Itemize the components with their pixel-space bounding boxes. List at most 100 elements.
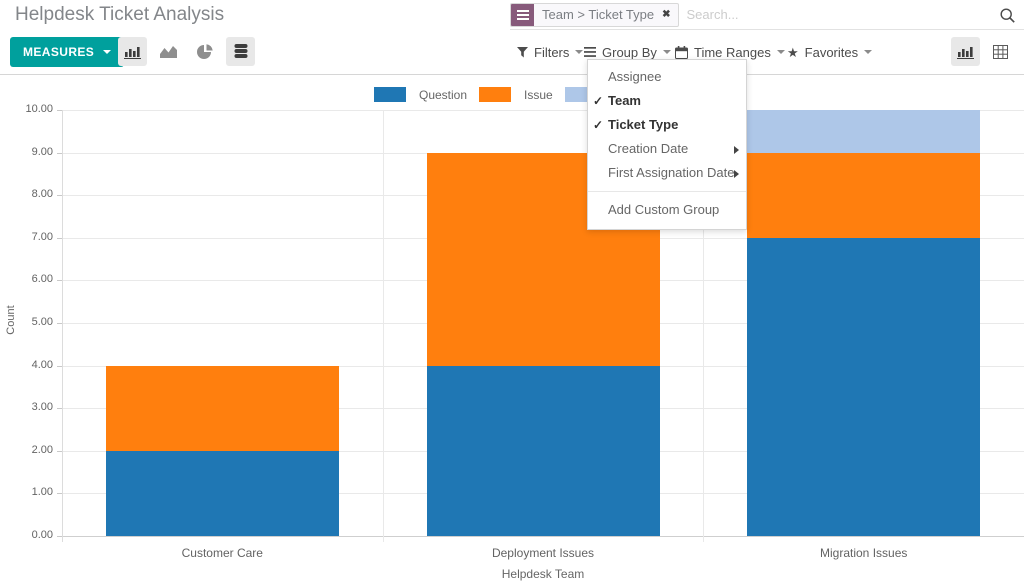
y-tick-mark — [57, 365, 62, 367]
menu-divider — [588, 191, 746, 192]
y-tick-label: 1.00 — [31, 486, 53, 499]
legend-swatch — [374, 87, 406, 102]
search-input[interactable] — [678, 7, 1024, 22]
chevron-down-icon — [864, 50, 873, 54]
chevron-down-icon — [103, 50, 112, 54]
y-tick-label: 0.00 — [31, 529, 53, 541]
y-tick-label: 5.00 — [31, 316, 53, 328]
pie-chart-icon — [196, 43, 213, 59]
filter-icon — [517, 46, 528, 57]
x-tick-label: Migration Issues — [820, 546, 908, 560]
y-tick-label: 6.00 — [31, 273, 53, 286]
facet-remove-icon[interactable]: ✖ — [662, 8, 671, 20]
bar-chart-button[interactable] — [118, 37, 147, 66]
graph-view-icon — [957, 46, 974, 59]
menu-item-assignee[interactable]: Assignee — [608, 69, 662, 84]
y-tick-label: 7.00 — [31, 230, 53, 243]
y-tick-label: 8.00 — [31, 188, 53, 201]
timeranges-label: Time Ranges — [694, 44, 771, 60]
chevron-down-icon — [662, 50, 671, 54]
menu-item-add-custom-group[interactable]: Add Custom Group — [608, 202, 720, 217]
pivot-grid-icon — [993, 44, 1008, 59]
view-switcher — [951, 37, 1015, 66]
y-tick-label: 10.00 — [25, 103, 53, 115]
x-tick-label: Customer Care — [181, 546, 263, 560]
gridline-vertical — [383, 110, 384, 542]
star-icon: ★ — [787, 44, 799, 60]
legend-item[interactable]: Question — [374, 87, 467, 102]
graph-view-button[interactable] — [951, 37, 980, 66]
groupby-dropdown-menu: Assignee ✓ Team ✓ Ticket Type Creation D… — [587, 59, 747, 230]
menu-item-ticket-type[interactable]: ✓ Ticket Type — [593, 117, 679, 132]
gridline-vertical — [703, 110, 704, 542]
y-tick-mark — [57, 408, 62, 410]
facet-label: Team > Ticket Type — [542, 6, 655, 22]
checkmark-icon: ✓ — [593, 94, 604, 108]
area-chart-icon — [160, 46, 177, 58]
search-bar: Team > Ticket Type ✖ — [510, 0, 1024, 30]
bar-segment[interactable] — [426, 365, 660, 536]
bar-segment[interactable] — [105, 450, 339, 536]
y-tick-mark — [57, 110, 62, 111]
database-icon — [234, 44, 247, 58]
legend-item[interactable]: Issue — [479, 87, 553, 102]
chart-legend: Question Issue — [374, 87, 597, 102]
y-tick-mark — [57, 195, 62, 197]
chevron-down-icon — [776, 50, 785, 54]
y-tick-label: 3.00 — [31, 401, 53, 414]
search-icon[interactable] — [999, 7, 1016, 24]
legend-label: Question — [419, 87, 468, 102]
x-axis-title: Helpdesk Team — [501, 567, 585, 581]
groupby-label: Group By — [602, 44, 657, 60]
y-tick-mark — [57, 536, 62, 537]
bar-segment[interactable] — [747, 110, 981, 153]
y-tick-mark — [57, 450, 62, 452]
y-tick-label: 9.00 — [31, 145, 53, 158]
bar-chart-icon — [124, 46, 141, 59]
gridline-horizontal — [62, 110, 1024, 111]
line-chart-button[interactable] — [154, 37, 183, 66]
submenu-arrow-icon — [734, 170, 739, 178]
legend-label: Issue — [524, 87, 553, 102]
bar-segment[interactable] — [747, 237, 981, 536]
menu-item-creation-date[interactable]: Creation Date — [588, 137, 746, 161]
y-tick-mark — [57, 280, 62, 282]
legend-swatch — [479, 87, 512, 102]
bar-segment[interactable] — [105, 365, 339, 451]
search-facet[interactable]: Team > Ticket Type ✖ — [510, 2, 679, 27]
chevron-down-icon — [575, 50, 584, 54]
menu-item-team[interactable]: ✓ Team — [593, 93, 641, 108]
stacked-toggle-button[interactable] — [226, 37, 255, 66]
menu-item-first-assignation-date[interactable]: First Assignation Date — [588, 161, 746, 185]
pivot-view-button[interactable] — [986, 37, 1015, 66]
group-by-icon — [584, 47, 596, 57]
timeranges-menu-button[interactable]: Time Ranges — [675, 30, 785, 74]
calendar-icon — [675, 45, 688, 59]
y-axis-line — [62, 110, 63, 542]
group-by-facet-icon — [511, 3, 534, 26]
page-title: Helpdesk Ticket Analysis — [15, 4, 225, 25]
gridline-horizontal — [62, 536, 1024, 537]
favorites-menu-button[interactable]: ★ Favorites — [787, 30, 873, 74]
bar-segment[interactable] — [747, 152, 981, 238]
y-tick-label: 4.00 — [31, 358, 53, 371]
chart-type-switcher — [118, 37, 255, 66]
filters-label: Filters — [534, 44, 570, 60]
measures-button[interactable]: MEASURES — [10, 37, 125, 67]
y-tick-mark — [57, 323, 62, 324]
favorites-label: Favorites — [804, 44, 859, 60]
control-bar: MEASURES — [0, 30, 1024, 75]
top-bar: Helpdesk Ticket Analysis Team > Ticket T… — [0, 0, 1024, 30]
pie-chart-button[interactable] — [190, 37, 219, 66]
y-tick-label: 2.00 — [31, 443, 53, 456]
submenu-arrow-icon — [734, 146, 739, 154]
checkmark-icon: ✓ — [593, 118, 604, 132]
y-tick-mark — [57, 152, 62, 154]
y-tick-mark — [57, 493, 62, 495]
y-tick-mark — [57, 237, 62, 239]
groupby-menu-button[interactable]: Group By — [584, 30, 671, 74]
x-tick-label: Deployment Issues — [491, 546, 595, 560]
measures-label: MEASURES — [23, 45, 95, 59]
filters-menu-button[interactable]: Filters — [517, 30, 584, 74]
